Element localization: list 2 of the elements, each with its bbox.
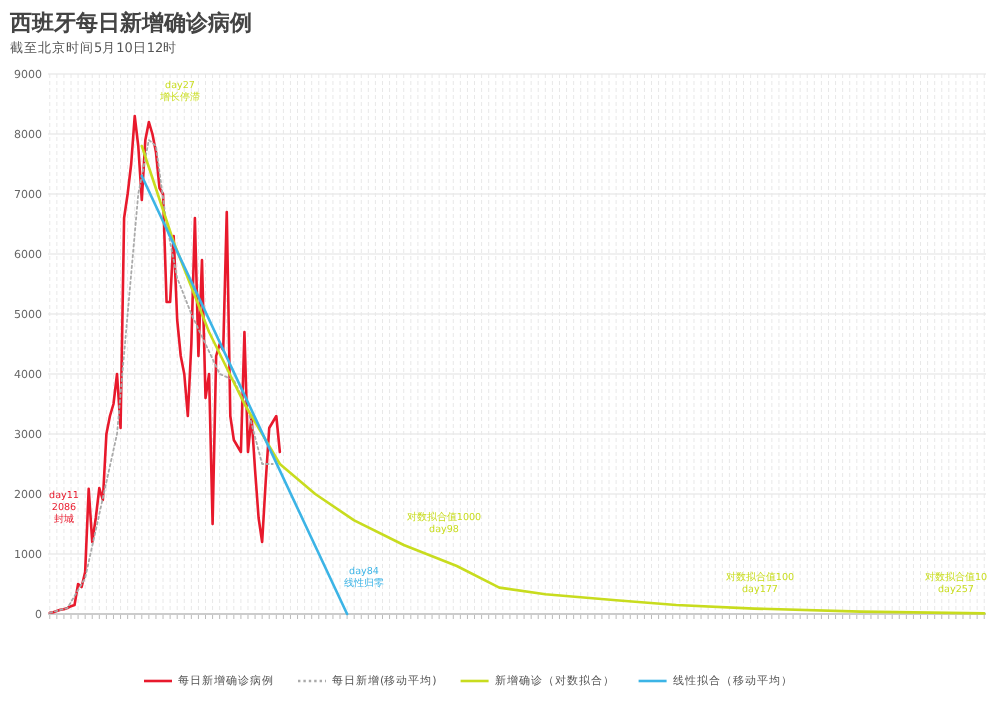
line-series (140, 144, 986, 615)
chart-title: 西班牙每日新增确诊病例 (8, 10, 252, 36)
